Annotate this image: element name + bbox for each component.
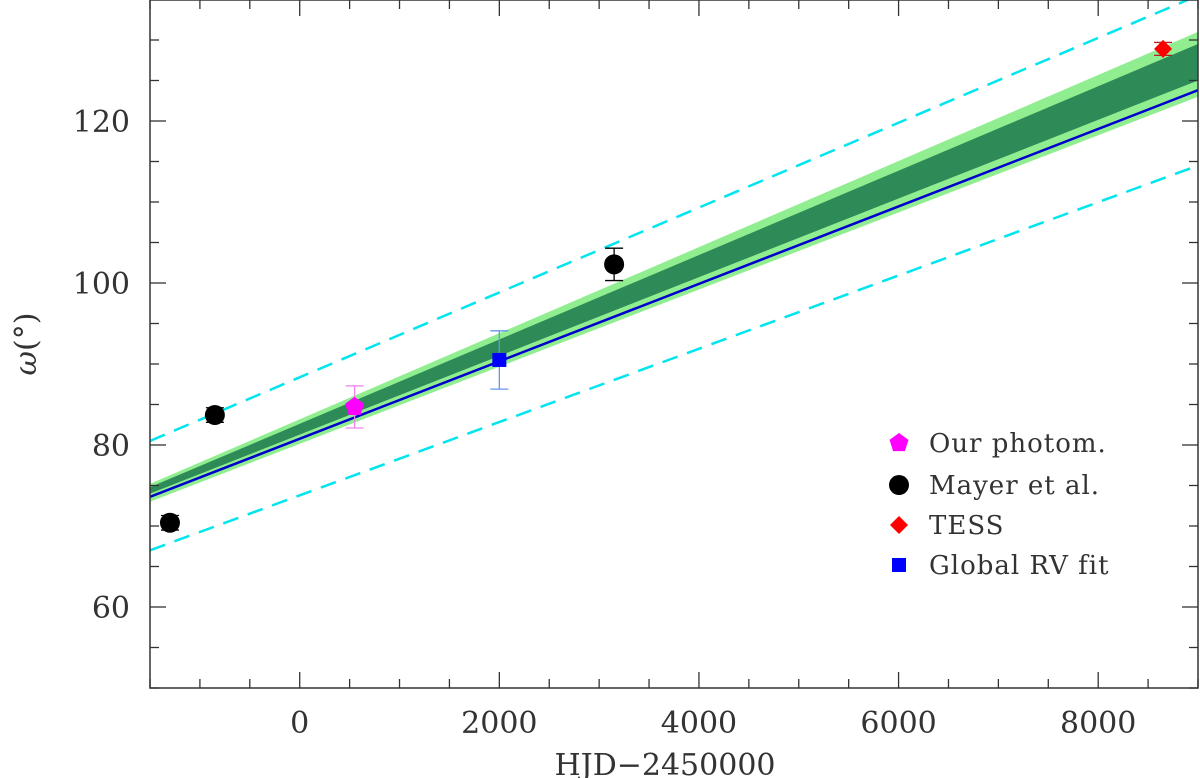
data-point-pentagon <box>345 396 365 415</box>
fit-lines <box>150 0 1198 552</box>
legend-label: Our photom. <box>929 429 1107 459</box>
legend-marker-diamond <box>890 516 908 534</box>
upper-dashed-line <box>150 0 1191 443</box>
data-point-square <box>492 352 507 367</box>
x-tick-label: 0 <box>290 706 309 741</box>
legend: Our photom. Mayer et al. TESS Global RV fit <box>889 429 1110 581</box>
plot-frame <box>149 0 1199 689</box>
dark-confidence-band <box>150 44 1198 494</box>
tick-labels: 0 2000 4000 6000 8000 60 80 100 120 <box>73 105 1137 741</box>
y-axis-title-symbol: ω <box>9 351 44 375</box>
legend-marker-square <box>892 558 906 572</box>
data-point-circle <box>159 512 180 533</box>
data-point-circle <box>204 405 225 426</box>
y-tick-label: 100 <box>73 267 130 302</box>
legend-marker-pentagon <box>889 433 909 452</box>
lower-dashed-line <box>150 164 1198 552</box>
y-tick-label: 120 <box>73 105 130 140</box>
x-tick-label: 8000 <box>1060 706 1136 741</box>
linear-fit-line <box>150 89 1198 499</box>
confidence-bands <box>150 31 1198 502</box>
data-point-circle <box>604 254 625 275</box>
legend-marker-circle <box>889 475 909 495</box>
legend-label: Mayer et al. <box>929 471 1100 501</box>
legend-label: TESS <box>929 511 1005 541</box>
x-tick-label: 2000 <box>461 706 537 741</box>
x-tick-label: 6000 <box>860 706 936 741</box>
data-point-diamond <box>1154 39 1173 58</box>
y-axis-title: ω(°) <box>9 313 44 376</box>
y-tick-label: 80 <box>92 429 130 464</box>
legend-label: Global RV fit <box>929 551 1110 581</box>
x-tick-label: 4000 <box>661 706 737 741</box>
data-points <box>159 39 1173 533</box>
y-axis-title-unit: (°) <box>9 313 44 351</box>
x-axis-title: HJD−2450000 <box>555 748 776 778</box>
y-tick-label: 60 <box>92 591 130 626</box>
